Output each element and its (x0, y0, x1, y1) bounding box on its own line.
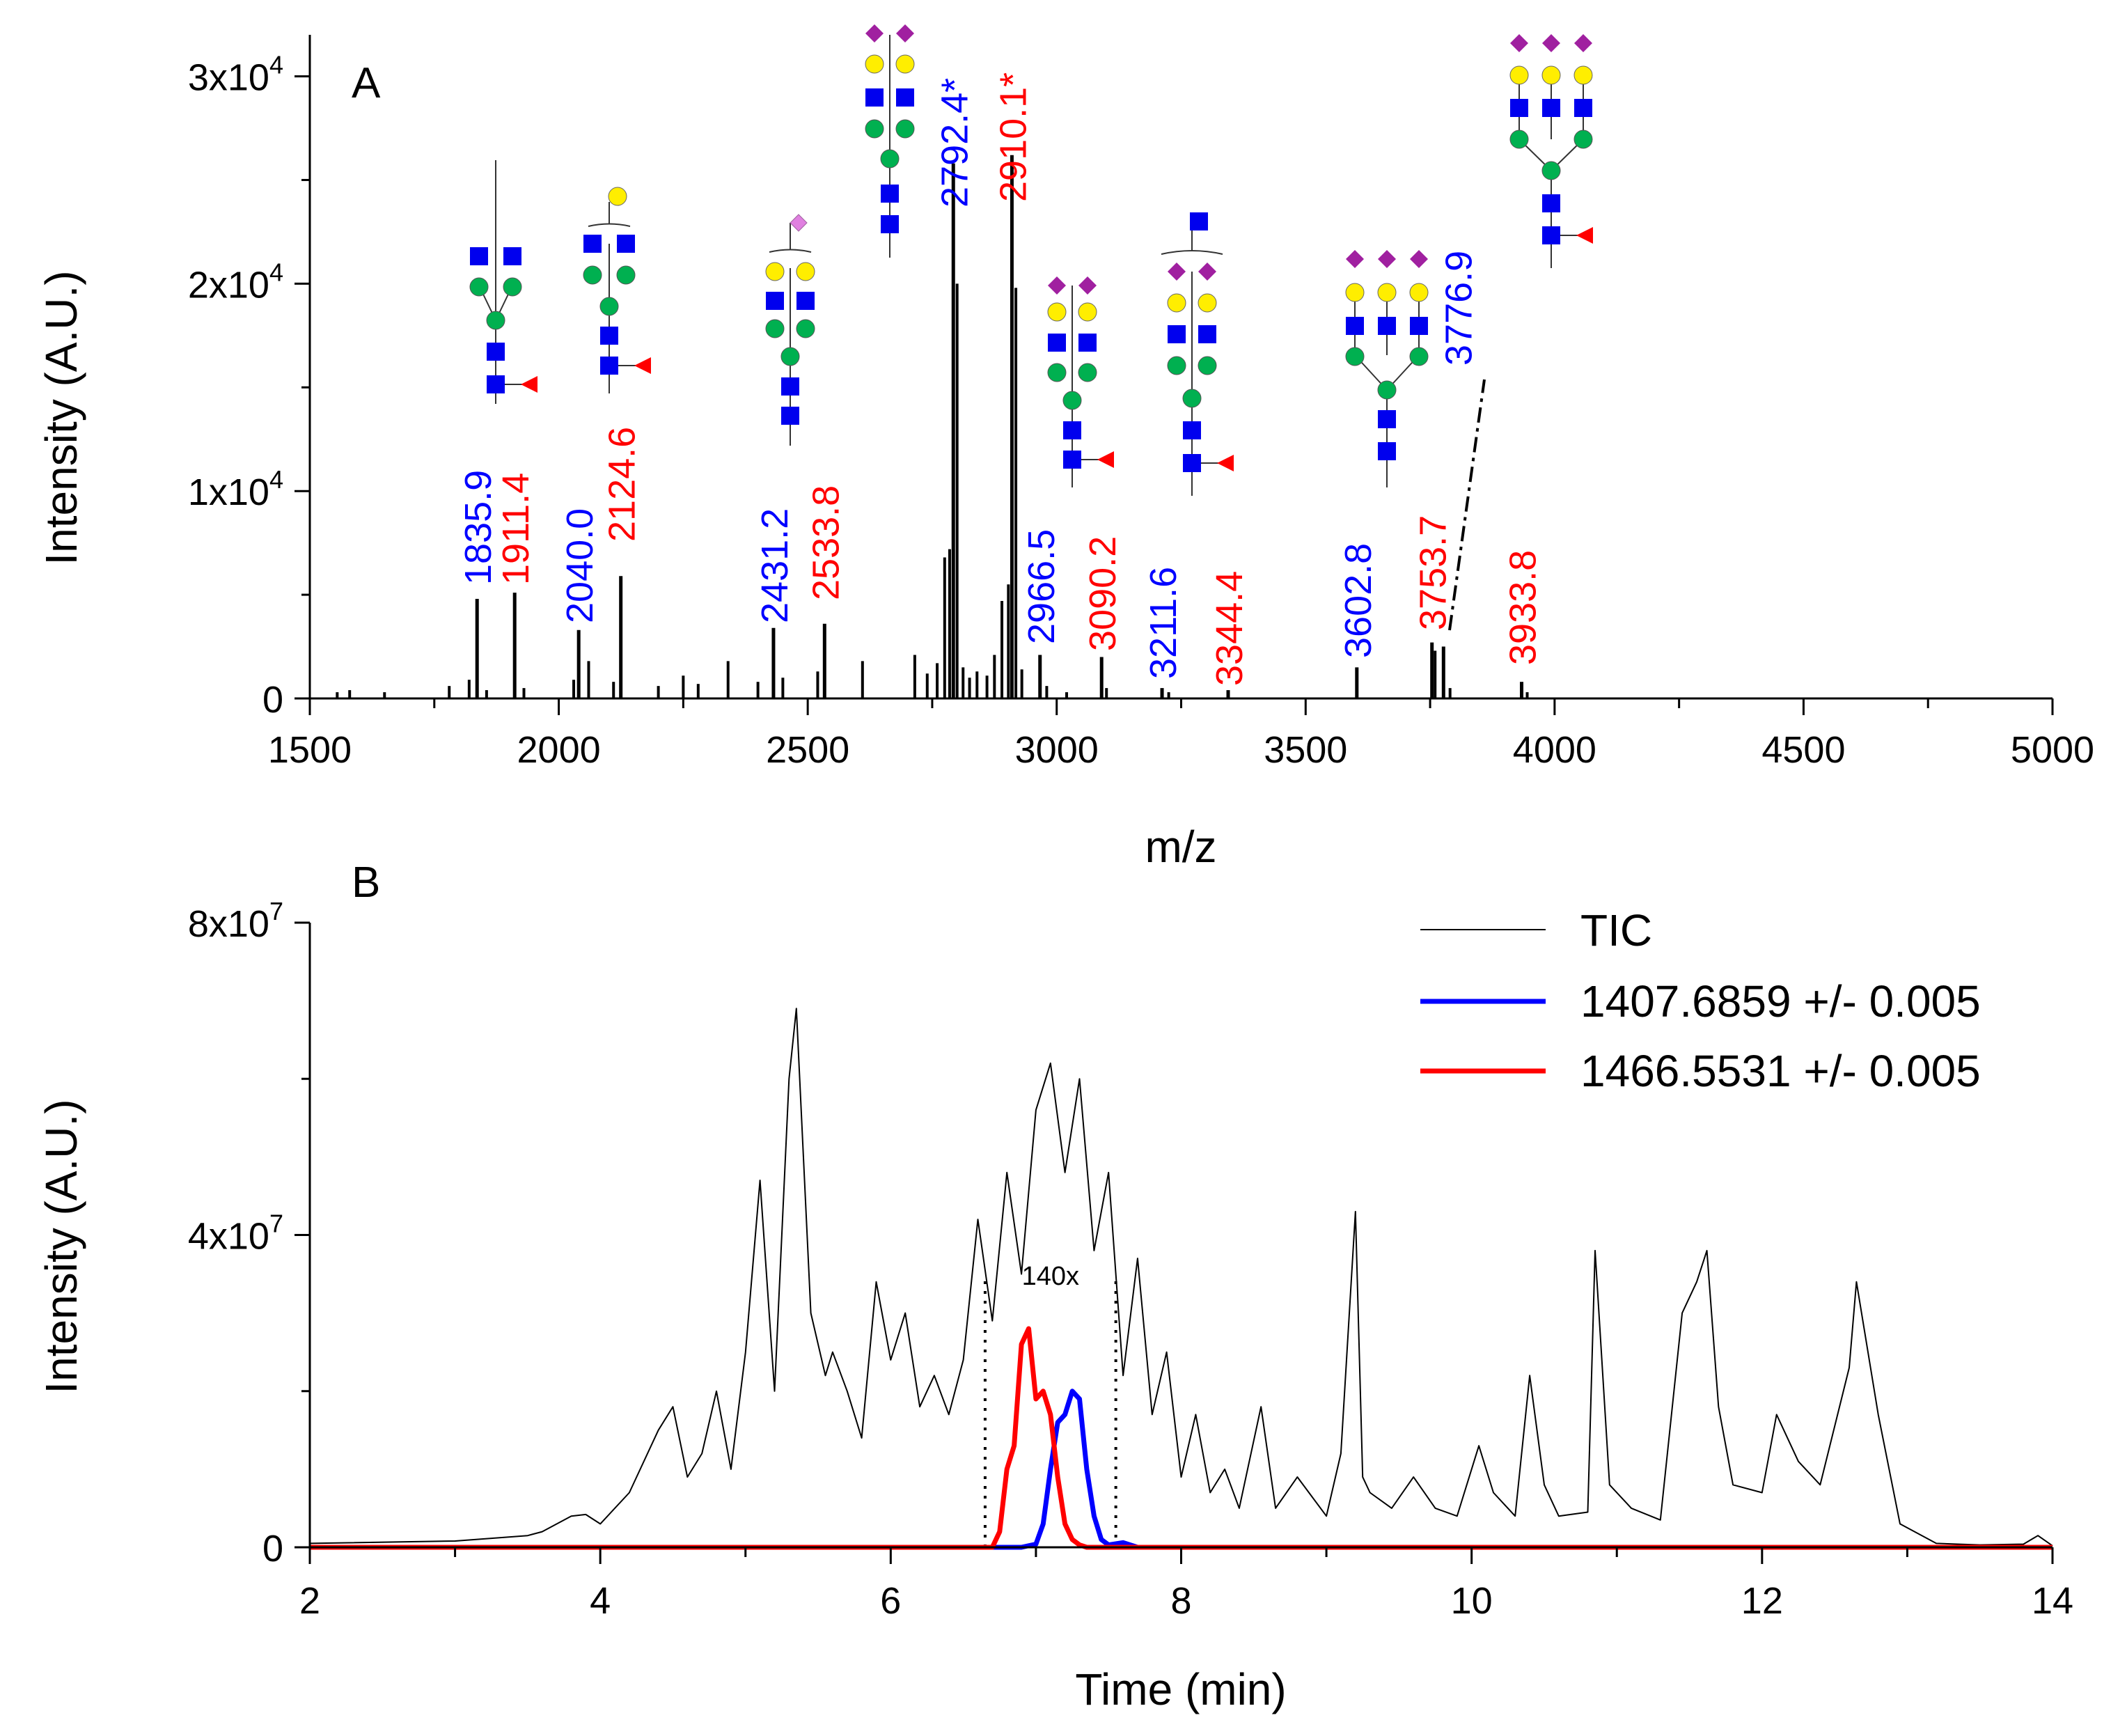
y-tick-label-b-80000000: 8x107 (188, 897, 283, 945)
peak-label-2966-5: 2966.5 (1021, 529, 1062, 644)
legend: TIC 1407.6859 +/- 0.005 1466.5531 +/- 0.… (1420, 905, 1981, 1096)
glycan-icon-3602 (1345, 250, 1429, 487)
peak-label-3344-4: 3344.4 (1209, 571, 1250, 686)
peak-label-2533-8: 2533.8 (805, 485, 847, 600)
peak-label-2431-2: 2431.2 (754, 508, 796, 623)
y-tick-label-a-20000: 2x104 (188, 258, 283, 306)
x-tick-label-a-3500: 3500 (1264, 729, 1347, 771)
x-tick-label-a-2500: 2500 (766, 729, 849, 771)
x-tick-label-a-1500: 1500 (268, 729, 352, 771)
peak-label-3753-7: 3753.7 (1413, 515, 1454, 630)
y-tick-label-a-0: 0 (262, 679, 283, 721)
x-tick-label-a-2000: 2000 (517, 729, 601, 771)
legend-entry-1407: 1407.6859 +/- 0.005 (1420, 976, 1981, 1026)
peak-label-2124-6: 2124.6 (602, 427, 643, 542)
x-tick-label-a-4500: 4500 (1761, 729, 1845, 771)
window-markers (983, 1278, 1117, 1547)
x-tick-label-a-5000: 5000 (2011, 729, 2094, 771)
x-tick-label-b-4: 4 (590, 1580, 611, 1622)
x-tick-label-b-6: 6 (880, 1580, 901, 1622)
panel-a: A 1500 2000 2500 3000 3500 4000 4500 5000 0 1x10… (36, 24, 2094, 872)
legend-label-tic: TIC (1580, 905, 1652, 955)
legend-entry-1466: 1466.5531 +/- 0.005 (1420, 1046, 1981, 1096)
peak-label-3090-2: 3090.2 (1082, 536, 1124, 651)
y-tick-label-b-40000000: 4x107 (188, 1210, 283, 1258)
glycan-icon-3344 (1161, 212, 1234, 496)
y-axis-a: 0 1x104 2x104 3x104 (188, 35, 311, 721)
peak-label-2040-0: 2040.0 (559, 508, 601, 623)
peak-label-3211-6: 3211.6 (1143, 567, 1184, 679)
x-axis-label-a: m/z (1145, 822, 1216, 872)
x-tick-label-b-8: 8 (1170, 1580, 1191, 1622)
connector-line-3776 (1448, 379, 1486, 631)
magnification-annotation: 140x (1022, 1262, 1079, 1291)
series-line-tic (309, 1008, 2053, 1547)
legend-entry-tic: TIC (1420, 905, 1652, 955)
x-tick-label-a-4000: 4000 (1513, 729, 1596, 771)
peak-label-3933-8: 3933.8 (1502, 550, 1544, 665)
x-axis-a: 1500 2000 2500 3000 3500 4000 4500 5000 (268, 697, 2094, 771)
glycan-icon-2792 (865, 24, 915, 258)
series-line-1466-5531-0-005 (310, 1326, 2053, 1550)
glycan-icon-3090 (1047, 276, 1114, 487)
panel-a-label: A (352, 59, 381, 107)
x-tick-label-b-14: 14 (2032, 1580, 2073, 1622)
glycan-icon-1835 (469, 160, 537, 404)
x-tick-label-b-2: 2 (299, 1580, 320, 1622)
y-axis-b: 0 4x107 8x107 (188, 897, 311, 1570)
chromatogram-lines (309, 1008, 2053, 1550)
peak-label-3776-9: 3776.9 (1438, 251, 1480, 366)
y-axis-label-b: Intensity (A.U.) (36, 1099, 86, 1393)
glycan-icon-2533 (765, 214, 815, 446)
panel-b: B 2 4 6 8 10 12 14 0 4x107 8x107 Time (min) Inte… (36, 859, 2073, 1714)
y-tick-label-a-30000: 3x104 (188, 51, 283, 99)
x-tick-label-b-12: 12 (1741, 1580, 1783, 1622)
legend-label-1407: 1407.6859 +/- 0.005 (1580, 976, 1981, 1026)
peak-label-1835-9: 1835.9 (457, 470, 499, 585)
x-tick-label-a-3000: 3000 (1015, 729, 1099, 771)
x-axis-b: 2 4 6 8 10 12 14 (299, 1546, 2073, 1622)
y-axis-label-a: Intensity (A.U.) (36, 270, 86, 565)
peak-label-1911-4: 1911.4 (495, 473, 537, 585)
peak-label-3602-8: 3602.8 (1337, 543, 1379, 658)
panel-b-label: B (352, 859, 380, 907)
legend-label-1466: 1466.5531 +/- 0.005 (1580, 1046, 1981, 1096)
series-line-1407-6859-0-005 (310, 1389, 2053, 1550)
peak-label-2910-1: 2910.1* (992, 72, 1034, 202)
y-tick-label-a-10000: 1x104 (188, 465, 283, 513)
glycan-icon-2124 (583, 187, 651, 393)
x-axis-label-b: Time (min) (1075, 1664, 1286, 1714)
x-tick-label-b-10: 10 (1451, 1580, 1493, 1622)
y-tick-label-b-0: 0 (262, 1528, 283, 1570)
peak-label-2792-4: 2792.4* (934, 78, 975, 208)
glycan-icon-3776 (1509, 34, 1593, 268)
